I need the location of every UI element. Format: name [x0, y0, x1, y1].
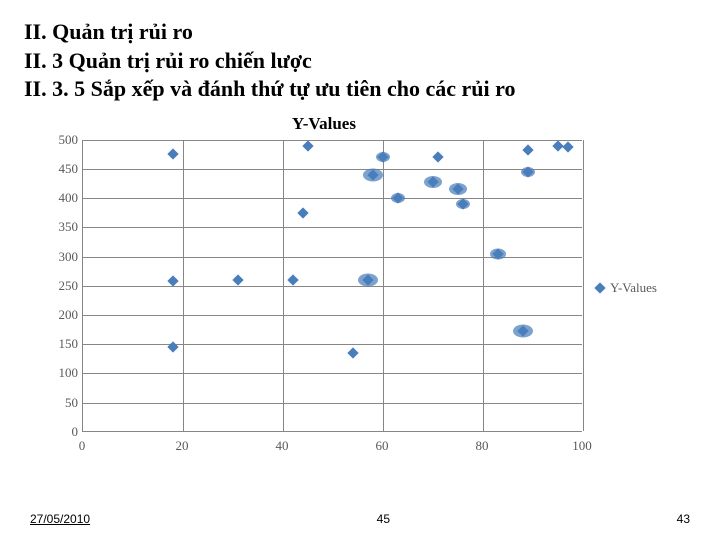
data-point-diamond: [167, 341, 178, 352]
gridline-h: [83, 403, 582, 404]
heading-block: II. Quản trị rủi ro II. 3 Quản trị rủi r…: [24, 18, 696, 104]
gridline-h: [83, 140, 582, 141]
data-point-diamond: [302, 140, 313, 151]
gridline-h: [83, 198, 582, 199]
gridline-h: [83, 315, 582, 316]
gridline-h: [83, 227, 582, 228]
x-axis-label: 60: [376, 438, 389, 454]
gridline-h: [83, 286, 582, 287]
gridline-v: [583, 140, 584, 431]
data-point-diamond: [167, 149, 178, 160]
x-axis-label: 100: [572, 438, 592, 454]
footer-date: 27/05/2010: [30, 512, 90, 526]
gridline-v: [283, 140, 284, 431]
y-axis-label: 50: [34, 395, 78, 411]
footer-center: 45: [377, 512, 390, 526]
plot-outer: Y-Values 0501001502002503003504004505000…: [34, 140, 674, 470]
chart-legend: Y-Values: [596, 280, 657, 296]
chart-title: Y-Values: [0, 114, 674, 134]
plot-area: [82, 140, 582, 432]
heading-1: II. Quản trị rủi ro: [24, 18, 696, 47]
footer-right: 43: [677, 512, 690, 526]
x-axis-label: 20: [176, 438, 189, 454]
slide-root: II. Quản trị rủi ro II. 3 Quản trị rủi r…: [0, 0, 720, 540]
gridline-v: [183, 140, 184, 431]
scatter-chart: Y-Values Y-Values 0501001502002503003504…: [34, 114, 674, 484]
heading-3: II. 3. 5 Sắp xếp và đánh thứ tự ưu tiên …: [24, 75, 696, 104]
data-point-diamond: [232, 274, 243, 285]
y-axis-label: 250: [34, 278, 78, 294]
slide-footer: 27/05/2010 45 43: [0, 512, 720, 526]
x-axis-label: 40: [276, 438, 289, 454]
y-axis-label: 200: [34, 307, 78, 323]
x-axis-label: 80: [476, 438, 489, 454]
gridline-v: [483, 140, 484, 431]
heading-2: II. 3 Quản trị rủi ro chiến lược: [24, 47, 696, 76]
data-point-diamond: [522, 145, 533, 156]
data-point-diamond: [297, 207, 308, 218]
gridline-v: [383, 140, 384, 431]
gridline-h: [83, 257, 582, 258]
y-axis-label: 500: [34, 132, 78, 148]
diamond-icon: [594, 282, 605, 293]
y-axis-label: 300: [34, 249, 78, 265]
data-point-diamond: [347, 347, 358, 358]
y-axis-label: 400: [34, 190, 78, 206]
y-axis-label: 450: [34, 161, 78, 177]
y-axis-label: 350: [34, 219, 78, 235]
gridline-h: [83, 373, 582, 374]
x-axis-label: 0: [79, 438, 86, 454]
gridline-h: [83, 344, 582, 345]
legend-label: Y-Values: [610, 280, 657, 296]
y-axis-label: 150: [34, 336, 78, 352]
y-axis-label: 100: [34, 365, 78, 381]
data-point-diamond: [287, 274, 298, 285]
data-point-diamond: [432, 152, 443, 163]
data-point-diamond: [562, 142, 573, 153]
y-axis-label: 0: [34, 424, 78, 440]
gridline-h: [83, 169, 582, 170]
